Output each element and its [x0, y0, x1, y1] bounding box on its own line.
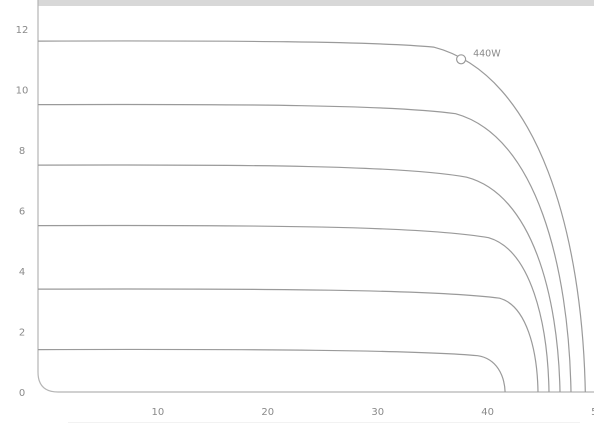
- y-tick-label: 12: [16, 25, 29, 36]
- y-tick-label: 10: [16, 86, 29, 97]
- iv-curve-1: [37, 40, 586, 393]
- iv-curve-6: [37, 348, 506, 393]
- x-tick-label: 50: [591, 407, 594, 418]
- max-power-point-marker: [456, 54, 467, 65]
- iv-curve-4: [37, 224, 550, 393]
- x-tick-label: 30: [371, 407, 384, 418]
- x-tick-label: 20: [261, 407, 274, 418]
- iv-curve-2: [37, 103, 572, 393]
- max-power-label: 440W: [473, 48, 501, 59]
- x-tick-label: 10: [152, 407, 165, 418]
- iv-curve-3: [37, 164, 561, 393]
- y-ticks-group: 0 2 4 6 8 10 12: [16, 25, 29, 399]
- annotations-group: 440W: [456, 48, 501, 65]
- x-tick-label: 40: [481, 407, 494, 418]
- y-tick-label: 4: [19, 267, 25, 278]
- y-tick-label: 8: [19, 146, 25, 157]
- y-tick-label: 6: [19, 207, 25, 218]
- iv-curve-5: [37, 288, 539, 393]
- top-band: [38, 0, 594, 6]
- curves-group: [37, 40, 586, 393]
- x-ticks-group: 10 20 30 40 50: [152, 407, 594, 418]
- axis-frame: [37, 0, 594, 393]
- y-tick-label: 0: [19, 388, 25, 399]
- y-tick-label: 2: [19, 328, 25, 339]
